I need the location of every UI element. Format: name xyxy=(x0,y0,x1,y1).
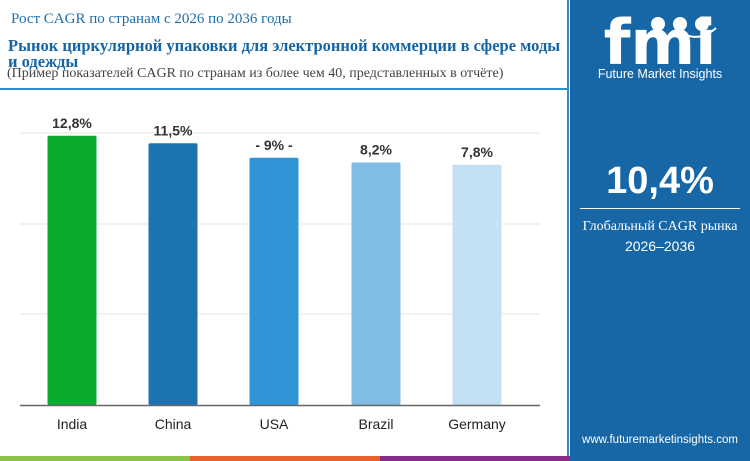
bar-germany xyxy=(452,164,502,405)
data-label: - 9% - xyxy=(255,137,293,153)
x-tick-label: China xyxy=(155,416,192,432)
global-cagr-value: 10,4% xyxy=(606,160,714,202)
chart-subtitle: (Пример показателей CAGR по странам из б… xyxy=(7,66,504,81)
data-label: 11,5% xyxy=(154,122,193,138)
data-label: 8,2% xyxy=(360,141,392,157)
data-label: 12,8% xyxy=(52,115,92,131)
supertitle: Рост CAGR по странам с 2026 по 2036 годы xyxy=(11,11,292,27)
x-tick-label: India xyxy=(57,416,88,432)
footer-strip-purple xyxy=(380,456,570,461)
data-label: 7,8% xyxy=(461,144,493,160)
x-tick-label: USA xyxy=(260,416,289,432)
footer-strip-orange xyxy=(190,456,380,461)
x-tick-label: Germany xyxy=(448,416,506,432)
divider xyxy=(580,208,740,209)
chart-title: Рынок циркулярной упаковки для электронн… xyxy=(8,36,561,71)
bar-china xyxy=(148,143,198,406)
sidebar: fmi Future Market Insights 10,4% Глобаль… xyxy=(570,0,750,461)
fmi-logo: fmi xyxy=(604,10,717,70)
brand-name: Future Market Insights xyxy=(597,67,723,81)
x-tick-label: Brazil xyxy=(358,416,393,432)
global-cagr-label: Глобальный CAGR рынка xyxy=(582,219,738,234)
bar-chart: 12,8% India 11,5% China - 9% - USA 8,2% Brazil 7… xyxy=(20,115,540,432)
chart-panel: Рост CAGR по странам с 2026 по 2036 годы… xyxy=(0,0,569,456)
bar-india xyxy=(47,135,97,405)
bar-brazil xyxy=(351,162,401,405)
website-link[interactable]: www.futuremarketinsights.com xyxy=(582,434,738,446)
chart-header: Рост CAGR по странам с 2026 по 2036 годы… xyxy=(0,0,569,90)
forecast-period: 2026–2036 xyxy=(624,238,696,254)
bar-usa xyxy=(249,157,299,405)
footer-strip-green xyxy=(0,456,190,461)
